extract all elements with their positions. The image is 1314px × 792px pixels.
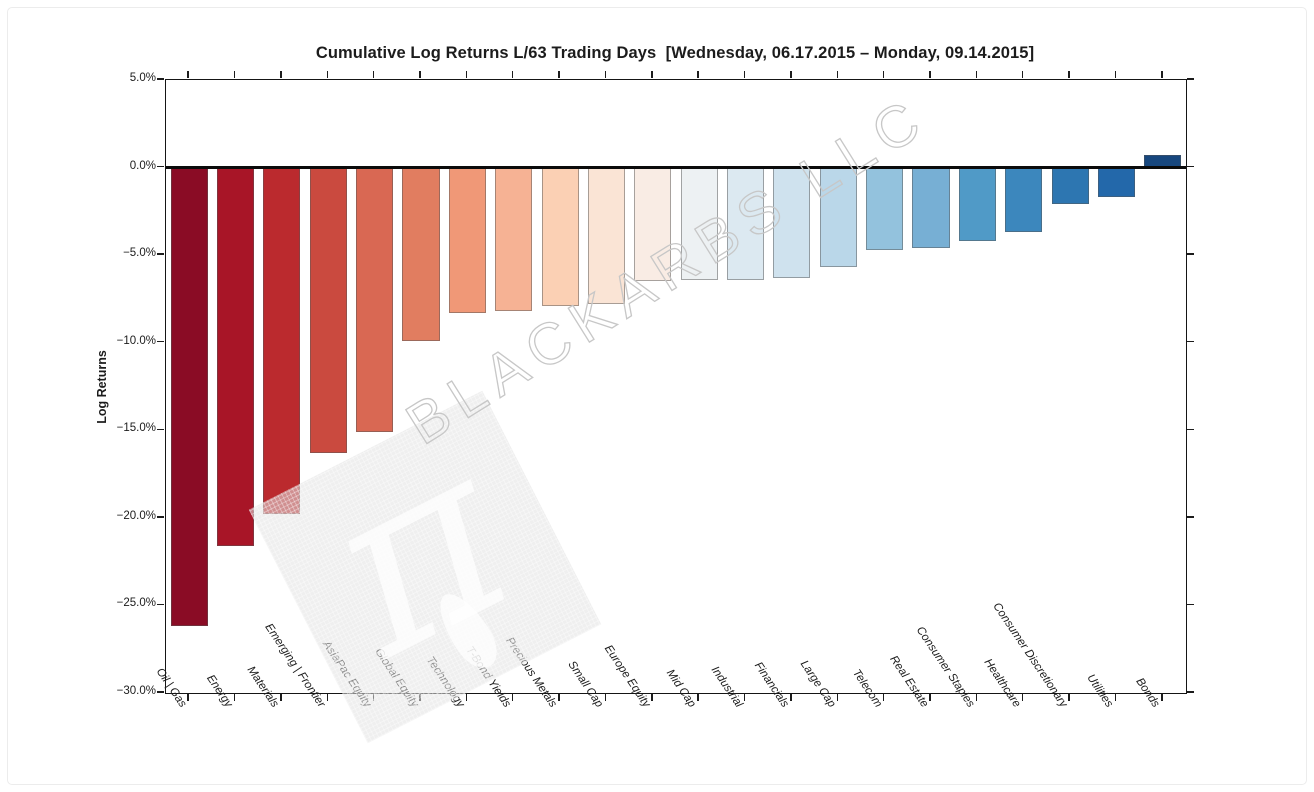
x-tick-mark-bottom bbox=[604, 693, 607, 701]
bar-consumer-staples bbox=[958, 167, 996, 242]
x-tick-mark-bottom bbox=[1022, 693, 1024, 701]
bar-asiapac-equity bbox=[356, 167, 394, 433]
y-tick-mark-right bbox=[1186, 516, 1194, 518]
y-tick-mark-left bbox=[157, 516, 164, 518]
bar-europe-equity bbox=[634, 167, 672, 282]
x-tick-mark-top bbox=[929, 71, 931, 78]
x-tick-mark-bottom bbox=[558, 693, 560, 701]
x-tick-mark-top bbox=[1161, 71, 1163, 78]
x-tick-mark-bottom bbox=[1114, 693, 1117, 701]
y-tick-mark-right bbox=[1186, 691, 1194, 693]
y-tick-mark-left bbox=[157, 78, 164, 80]
x-tick-mark-bottom bbox=[1068, 693, 1070, 701]
x-tick-mark-top bbox=[1068, 71, 1070, 78]
x-tick-mark-bottom bbox=[790, 693, 792, 701]
bar-telecom bbox=[866, 167, 904, 250]
x-tick-mark-top bbox=[419, 71, 421, 78]
y-tick-mark-right bbox=[1186, 78, 1194, 80]
bar-large-cap bbox=[819, 167, 857, 268]
y-tick-label: 0.0% bbox=[129, 159, 156, 172]
x-tick-mark-top bbox=[512, 71, 514, 78]
y-tick-mark-left bbox=[157, 165, 164, 168]
y-tick-mark-right bbox=[1186, 428, 1194, 430]
x-tick-mark-top bbox=[233, 71, 236, 78]
bar-technology bbox=[448, 167, 486, 313]
x-tick-mark-top bbox=[790, 71, 792, 78]
x-tick-mark-bottom bbox=[836, 693, 838, 701]
x-tick-mark-bottom bbox=[465, 693, 468, 701]
y-tick-label: −25.0% bbox=[116, 597, 156, 610]
x-tick-mark-bottom bbox=[280, 693, 282, 701]
x-tick-mark-top bbox=[558, 71, 560, 78]
x-tick-mark-top bbox=[326, 71, 328, 78]
x-tick-mark-top bbox=[836, 71, 838, 78]
x-tick-mark-top bbox=[1114, 71, 1117, 78]
bar-precious-metals bbox=[541, 167, 579, 306]
bar-t-bond-yields bbox=[495, 167, 533, 312]
x-tick-mark-top bbox=[372, 71, 375, 78]
bar-industrial bbox=[727, 167, 765, 280]
x-tick-mark-top bbox=[280, 71, 282, 78]
x-tick-mark-bottom bbox=[975, 693, 978, 701]
y-tick-label: −20.0% bbox=[116, 509, 156, 522]
x-tick-mark-top bbox=[975, 71, 978, 78]
x-tick-mark-bottom bbox=[743, 693, 746, 701]
x-tick-mark-bottom bbox=[233, 693, 236, 701]
bar-global-equity bbox=[402, 167, 440, 341]
bar-small-cap bbox=[587, 167, 625, 305]
bar-real-estate bbox=[912, 167, 950, 249]
y-tick-label: −5.0% bbox=[123, 247, 156, 260]
y-tick-label: −10.0% bbox=[116, 334, 156, 347]
x-tick-mark-bottom bbox=[372, 693, 375, 701]
zero-baseline bbox=[166, 166, 1186, 170]
y-tick-mark-right bbox=[1186, 253, 1194, 255]
x-tick-mark-bottom bbox=[512, 693, 514, 701]
y-tick-mark-right bbox=[1186, 165, 1194, 168]
bar-emerging-frontier bbox=[309, 167, 347, 454]
x-tick-mark-bottom bbox=[651, 693, 653, 701]
chart-title: Cumulative Log Returns L/63 Trading Days… bbox=[315, 44, 1035, 62]
y-tick-mark-right bbox=[1186, 603, 1194, 606]
y-tick-mark-left bbox=[157, 603, 164, 606]
y-tick-label: 5.0% bbox=[129, 72, 156, 84]
x-tick-mark-bottom bbox=[326, 693, 328, 701]
x-tick-mark-bottom bbox=[419, 693, 421, 701]
x-tick-mark-top bbox=[465, 71, 468, 78]
x-tick-mark-top bbox=[882, 71, 885, 78]
x-tick-mark-top bbox=[187, 71, 189, 78]
x-tick-mark-top bbox=[651, 71, 653, 78]
bar-healthcare bbox=[1005, 167, 1043, 233]
y-tick-mark-left bbox=[157, 253, 164, 255]
y-tick-mark-left bbox=[157, 341, 164, 343]
bar-materials bbox=[263, 167, 301, 515]
bar-utilities bbox=[1097, 167, 1135, 198]
x-tick-mark-bottom bbox=[187, 693, 189, 701]
x-tick-mark-top bbox=[604, 71, 607, 78]
x-tick-mark-top bbox=[743, 71, 746, 78]
y-tick-mark-left bbox=[157, 428, 164, 430]
plot-area: π bbox=[165, 79, 1187, 744]
x-tick-mark-bottom bbox=[1161, 693, 1163, 701]
bar-mid-cap bbox=[680, 167, 718, 280]
y-tick-mark-left bbox=[157, 691, 164, 693]
x-tick-mark-bottom bbox=[697, 693, 699, 701]
x-tick-mark-top bbox=[1022, 71, 1024, 78]
y-tick-label: −15.0% bbox=[116, 422, 156, 435]
y-tick-label: −30.0% bbox=[116, 685, 156, 697]
x-tick-mark-bottom bbox=[929, 693, 931, 701]
y-axis-label: Log Returns bbox=[95, 350, 109, 424]
bar-oil-gas bbox=[170, 167, 208, 627]
bar-financials bbox=[773, 167, 811, 278]
y-axis-label-wrap: Log Returns bbox=[62, 347, 142, 427]
bar-consumer-discretionary bbox=[1051, 167, 1089, 205]
y-tick-mark-right bbox=[1186, 341, 1194, 343]
x-tick-mark-bottom bbox=[882, 693, 885, 701]
bar-energy bbox=[217, 167, 255, 546]
x-tick-mark-top bbox=[697, 71, 699, 78]
